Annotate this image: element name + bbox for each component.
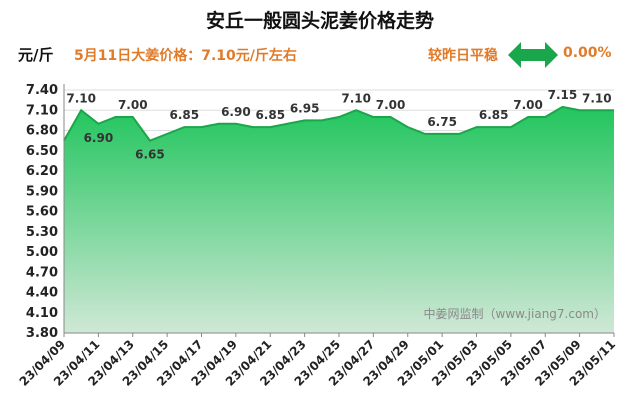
compare-label: 较昨日平稳: [428, 48, 498, 64]
y-tick-label: 5.60: [26, 205, 58, 220]
double-arrow-icon: [508, 42, 558, 68]
y-tick-label: 7.40: [26, 83, 58, 98]
page-title: 安丘一般圆头泥姜价格走势: [205, 10, 434, 32]
y-axis-ticks: 3.80 4.10 4.40 4.70 5.00 5.30 5.60 5.90 6.20 6.50…: [26, 83, 58, 341]
y-tick-label: 4.40: [26, 286, 58, 301]
watermark: 中姜网监制（www.jiang7.com）: [424, 306, 606, 321]
price-note: 5月11日大姜价格：7.10元/斤左右: [74, 48, 297, 64]
data-label: 7.00: [513, 98, 543, 112]
data-label: 6.85: [170, 108, 200, 122]
data-label: 7.10: [66, 91, 96, 105]
data-labels: 7.10 6.90 7.00 6.65 6.85 6.90 6.85 6.95 7.10 7.00…: [66, 88, 611, 162]
change-percent: 0.00%: [563, 45, 612, 61]
data-label: 6.95: [290, 101, 320, 115]
y-tick-label: 6.80: [26, 124, 58, 139]
y-tick-label: 4.70: [26, 265, 58, 280]
data-label: 6.65: [135, 148, 165, 162]
price-line: [63, 105, 614, 142]
y-tick-label: 6.20: [26, 164, 58, 179]
y-tick-label: 4.10: [26, 306, 58, 321]
data-label: 7.10: [341, 91, 371, 105]
y-tick-label: 5.00: [26, 245, 58, 260]
data-label: 6.90: [84, 131, 114, 145]
data-label: 6.90: [221, 105, 251, 119]
y-tick-label: 7.10: [26, 103, 58, 118]
data-label: 7.00: [118, 98, 148, 112]
data-label: 6.85: [255, 108, 285, 122]
unit-label: 元/斤: [18, 46, 54, 64]
y-tick-label: 3.80: [26, 326, 58, 341]
y-tick-label: 5.30: [26, 225, 58, 240]
data-label: 7.00: [376, 98, 406, 112]
y-tick-label: 5.90: [26, 184, 58, 199]
data-label: 7.15: [548, 88, 578, 102]
data-label: 6.85: [479, 108, 509, 122]
data-label: 6.75: [427, 115, 457, 129]
data-label: 7.10: [582, 91, 612, 105]
price-area: [64, 106, 614, 334]
x-axis-ticks: 23/04/0923/04/1123/04/1323/04/1523/04/17…: [17, 333, 618, 389]
y-tick-label: 6.50: [26, 144, 58, 159]
